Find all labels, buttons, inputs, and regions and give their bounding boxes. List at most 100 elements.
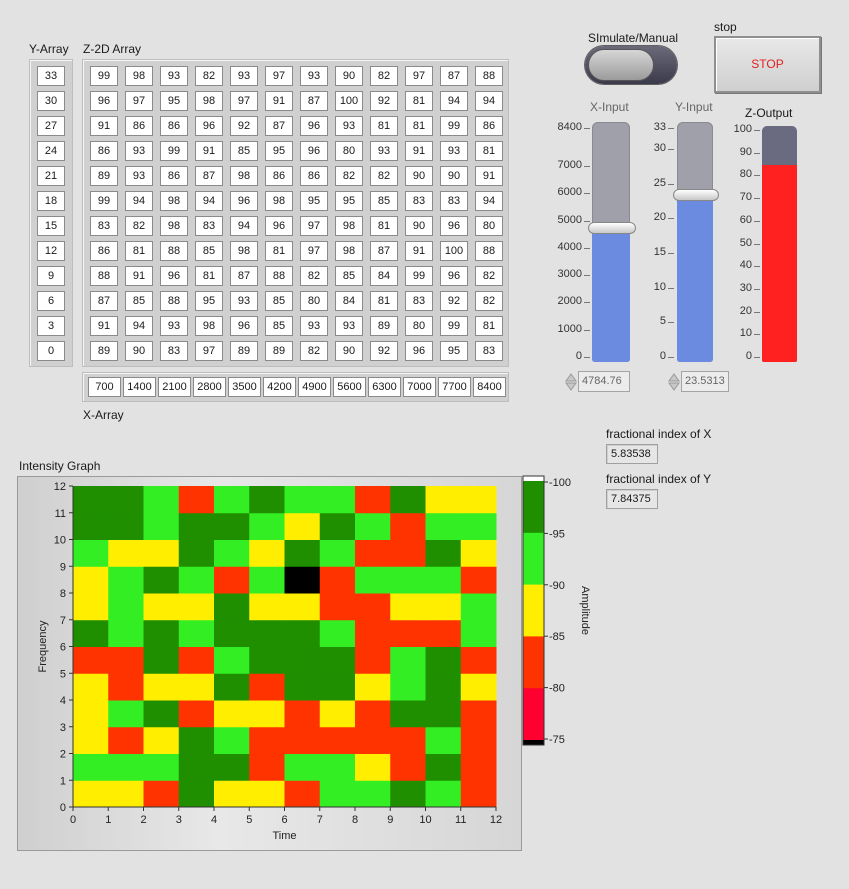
z-array-cell[interactable]: 98 xyxy=(195,316,223,336)
z-array-cell[interactable]: 93 xyxy=(370,141,398,161)
z-array-cell[interactable]: 94 xyxy=(440,91,468,111)
z-array-cell[interactable]: 95 xyxy=(300,191,328,211)
z-array-cell[interactable]: 82 xyxy=(125,216,153,236)
z-array-cell[interactable]: 98 xyxy=(230,241,258,261)
y-array-cell[interactable]: 33 xyxy=(37,66,65,86)
z-array-cell[interactable]: 86 xyxy=(90,241,118,261)
z-array-cell[interactable]: 83 xyxy=(475,341,503,361)
stop-button[interactable]: STOP xyxy=(714,36,821,93)
z-array-cell[interactable]: 87 xyxy=(440,66,468,86)
z-array-cell[interactable]: 95 xyxy=(160,91,188,111)
z-array-cell[interactable]: 83 xyxy=(405,291,433,311)
x-array-cell[interactable]: 3500 xyxy=(228,377,261,397)
z-array-cell[interactable]: 98 xyxy=(195,91,223,111)
z-array-cell[interactable]: 94 xyxy=(125,316,153,336)
y-array-cell[interactable]: 15 xyxy=(37,216,65,236)
z-array-cell[interactable]: 93 xyxy=(335,316,363,336)
x-array-cell[interactable]: 5600 xyxy=(333,377,366,397)
y-array-cell[interactable]: 24 xyxy=(37,141,65,161)
z-array-cell[interactable]: 91 xyxy=(90,116,118,136)
z-array-cell[interactable]: 85 xyxy=(195,241,223,261)
z-array-cell[interactable]: 83 xyxy=(160,341,188,361)
x-array-cell[interactable]: 1400 xyxy=(123,377,156,397)
z-array-cell[interactable]: 84 xyxy=(370,266,398,286)
z-array-cell[interactable]: 93 xyxy=(160,316,188,336)
z-array-cell[interactable]: 88 xyxy=(160,241,188,261)
z-array-cell[interactable]: 92 xyxy=(440,291,468,311)
z-array-cell[interactable]: 98 xyxy=(230,166,258,186)
z-array-cell[interactable]: 98 xyxy=(265,191,293,211)
z-array-cell[interactable]: 96 xyxy=(195,116,223,136)
z-array-cell[interactable]: 82 xyxy=(300,341,328,361)
x-array-cell[interactable]: 6300 xyxy=(368,377,401,397)
y-input-knob[interactable] xyxy=(673,188,719,201)
z-array-cell[interactable]: 91 xyxy=(405,141,433,161)
z-array-cell[interactable]: 81 xyxy=(370,291,398,311)
z-array-cell[interactable]: 96 xyxy=(440,266,468,286)
x-array-cell[interactable]: 700 xyxy=(88,377,121,397)
z-array-cell[interactable]: 93 xyxy=(300,66,328,86)
z-array-cell[interactable]: 95 xyxy=(195,291,223,311)
z-array-cell[interactable]: 93 xyxy=(160,66,188,86)
z-array-cell[interactable]: 86 xyxy=(265,166,293,186)
x-array-cell[interactable]: 4200 xyxy=(263,377,296,397)
x-input-slider[interactable] xyxy=(588,122,636,362)
z-array-cell[interactable]: 90 xyxy=(405,216,433,236)
z-array-cell[interactable]: 90 xyxy=(440,166,468,186)
y-array-cell[interactable]: 30 xyxy=(37,91,65,111)
z-array-cell[interactable]: 81 xyxy=(405,116,433,136)
z-array-cell[interactable]: 94 xyxy=(475,91,503,111)
x-array-cell[interactable]: 2100 xyxy=(158,377,191,397)
z-array-cell[interactable]: 98 xyxy=(335,216,363,236)
z-array-cell[interactable]: 96 xyxy=(230,191,258,211)
z-array-cell[interactable]: 81 xyxy=(475,316,503,336)
z-array-cell[interactable]: 87 xyxy=(370,241,398,261)
z-array-cell[interactable]: 96 xyxy=(160,266,188,286)
z-array-cell[interactable]: 96 xyxy=(300,141,328,161)
z-array-cell[interactable]: 80 xyxy=(335,141,363,161)
z-array-cell[interactable]: 86 xyxy=(160,166,188,186)
z-array-cell[interactable]: 99 xyxy=(90,191,118,211)
z-array-cell[interactable]: 95 xyxy=(265,141,293,161)
z-array-cell[interactable]: 85 xyxy=(335,266,363,286)
y-array-cell[interactable]: 6 xyxy=(37,291,65,311)
z-array-cell[interactable]: 97 xyxy=(125,91,153,111)
z-array-cell[interactable]: 99 xyxy=(440,316,468,336)
z-array-cell[interactable]: 94 xyxy=(475,191,503,211)
z-array-cell[interactable]: 82 xyxy=(370,166,398,186)
z-array-cell[interactable]: 89 xyxy=(265,341,293,361)
z-array-cell[interactable]: 98 xyxy=(160,216,188,236)
z-array-cell[interactable]: 92 xyxy=(230,116,258,136)
z-array-cell[interactable]: 90 xyxy=(405,166,433,186)
z-array-cell[interactable]: 97 xyxy=(195,341,223,361)
z-array-cell[interactable]: 81 xyxy=(475,141,503,161)
z-array-cell[interactable]: 96 xyxy=(90,91,118,111)
z-array-cell[interactable]: 86 xyxy=(475,116,503,136)
z-array-cell[interactable]: 88 xyxy=(265,266,293,286)
z-array-cell[interactable]: 86 xyxy=(90,141,118,161)
z-array-cell[interactable]: 93 xyxy=(300,316,328,336)
z-array-cell[interactable]: 100 xyxy=(440,241,468,261)
z-array-cell[interactable]: 85 xyxy=(265,291,293,311)
y-array-cell[interactable]: 12 xyxy=(37,241,65,261)
z-array-cell[interactable]: 81 xyxy=(370,216,398,236)
z-array-cell[interactable]: 90 xyxy=(335,66,363,86)
z-array-cell[interactable]: 99 xyxy=(160,141,188,161)
z-array-cell[interactable]: 86 xyxy=(160,116,188,136)
z-array-cell[interactable]: 97 xyxy=(300,216,328,236)
z-array-cell[interactable]: 91 xyxy=(125,266,153,286)
z-array-cell[interactable]: 98 xyxy=(125,66,153,86)
z-array-cell[interactable]: 97 xyxy=(230,91,258,111)
y-array-cell[interactable]: 18 xyxy=(37,191,65,211)
z-array-cell[interactable]: 89 xyxy=(370,316,398,336)
x-array-cell[interactable]: 7000 xyxy=(403,377,436,397)
z-array-cell[interactable]: 85 xyxy=(230,141,258,161)
z-array-cell[interactable]: 96 xyxy=(300,116,328,136)
z-array-cell[interactable]: 90 xyxy=(335,341,363,361)
z-array-cell[interactable]: 87 xyxy=(300,91,328,111)
z-array-cell[interactable]: 94 xyxy=(195,191,223,211)
z-array-cell[interactable]: 98 xyxy=(160,191,188,211)
z-array-cell[interactable]: 96 xyxy=(405,341,433,361)
z-array-cell[interactable]: 98 xyxy=(335,241,363,261)
x-input-spinner[interactable] xyxy=(565,371,577,393)
